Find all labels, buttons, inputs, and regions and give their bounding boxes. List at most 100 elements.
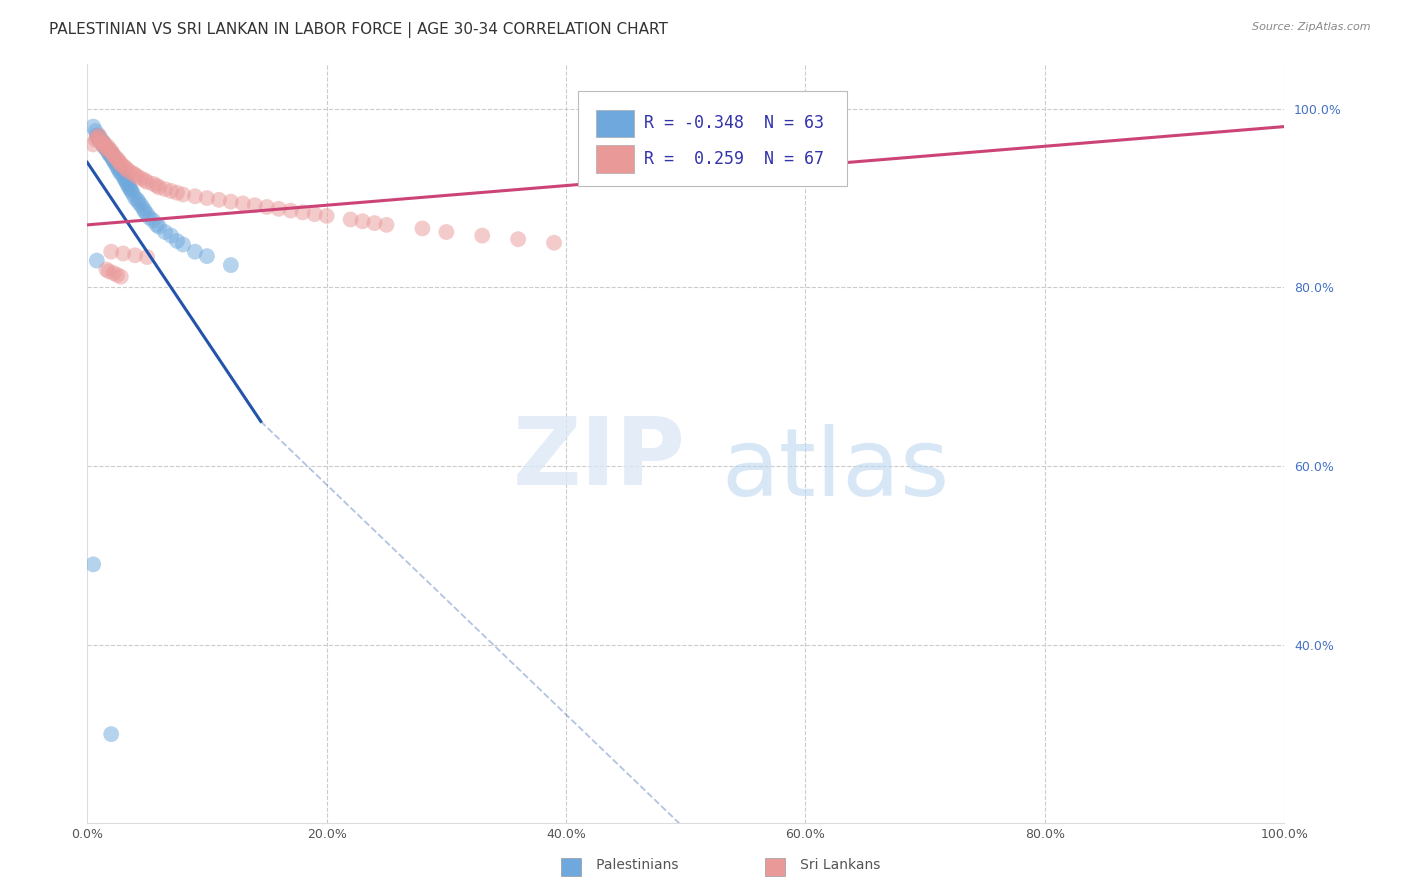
Point <box>97 146 120 161</box>
Point <box>195 249 218 263</box>
Point <box>96 141 118 155</box>
Point <box>94 139 117 153</box>
Point <box>138 211 160 225</box>
Point <box>104 150 127 164</box>
Point <box>508 232 530 246</box>
Point <box>304 207 326 221</box>
Point <box>104 157 127 171</box>
Point <box>96 142 118 156</box>
Point <box>90 133 112 147</box>
Point <box>142 213 165 227</box>
Point <box>184 244 207 259</box>
Point <box>108 164 131 178</box>
Point <box>153 182 176 196</box>
Point <box>90 135 112 149</box>
Point <box>118 164 141 178</box>
Text: PALESTINIAN VS SRI LANKAN IN LABOR FORCE | AGE 30-34 CORRELATION CHART: PALESTINIAN VS SRI LANKAN IN LABOR FORCE… <box>49 22 668 38</box>
Point <box>136 175 159 189</box>
Point <box>128 195 150 210</box>
Point <box>97 145 120 159</box>
Point <box>105 152 128 166</box>
Point <box>121 184 143 198</box>
Point <box>195 191 218 205</box>
Point <box>94 139 117 153</box>
Point <box>86 130 108 145</box>
Point <box>118 180 141 194</box>
Point <box>89 133 111 147</box>
Text: Palestinians: Palestinians <box>583 858 679 872</box>
Point <box>100 146 122 161</box>
Point <box>124 191 146 205</box>
Point <box>145 218 167 232</box>
Point <box>84 133 107 147</box>
Point <box>375 218 398 232</box>
Point <box>89 128 111 143</box>
Point <box>172 187 194 202</box>
Text: ZIP: ZIP <box>513 413 686 505</box>
Point <box>97 139 120 153</box>
Point <box>115 176 138 190</box>
Point <box>411 221 433 235</box>
Point <box>142 177 165 191</box>
Point <box>96 142 118 156</box>
Point <box>89 132 111 146</box>
Point <box>136 207 159 221</box>
Point <box>172 237 194 252</box>
Point <box>232 196 254 211</box>
Point <box>124 248 146 262</box>
Point <box>352 214 374 228</box>
Point <box>543 235 565 250</box>
Point <box>103 153 125 168</box>
Point <box>100 148 122 162</box>
Point <box>315 209 337 223</box>
Point <box>101 146 124 161</box>
Point <box>153 225 176 239</box>
Point <box>127 169 149 184</box>
Point <box>105 268 128 282</box>
Point <box>96 262 118 277</box>
Point <box>219 194 242 209</box>
Point <box>243 198 266 212</box>
Point <box>93 136 115 150</box>
Point <box>129 171 152 186</box>
Point <box>89 132 111 146</box>
Point <box>93 139 115 153</box>
Point <box>256 200 278 214</box>
Point <box>110 269 132 284</box>
Point <box>108 155 131 169</box>
Point <box>100 727 122 741</box>
Point <box>112 246 135 260</box>
Point <box>103 153 125 167</box>
Point <box>91 137 114 152</box>
Point <box>105 160 128 174</box>
Point <box>89 130 111 145</box>
Point <box>166 186 188 200</box>
Point <box>121 166 143 180</box>
Point <box>100 244 122 259</box>
Point <box>160 228 183 243</box>
Text: R =  0.259  N = 67: R = 0.259 N = 67 <box>644 150 824 168</box>
Text: Source: ZipAtlas.com: Source: ZipAtlas.com <box>1253 22 1371 32</box>
Point <box>110 157 132 171</box>
Point <box>90 135 112 149</box>
Point <box>94 141 117 155</box>
Point <box>291 205 314 219</box>
Point <box>219 258 242 272</box>
Point <box>91 137 114 152</box>
Point <box>115 162 138 177</box>
FancyBboxPatch shape <box>596 145 634 173</box>
Point <box>82 120 104 134</box>
Point <box>91 136 114 150</box>
Point <box>124 168 146 182</box>
Text: atlas: atlas <box>721 425 950 516</box>
Point <box>93 137 115 152</box>
Point <box>127 193 149 207</box>
Text: R = -0.348  N = 63: R = -0.348 N = 63 <box>644 114 824 132</box>
Point <box>97 144 120 158</box>
Point <box>160 184 183 198</box>
Point <box>110 166 132 180</box>
Point <box>112 171 135 186</box>
Point <box>103 148 125 162</box>
Point <box>97 264 120 278</box>
FancyBboxPatch shape <box>596 110 634 137</box>
